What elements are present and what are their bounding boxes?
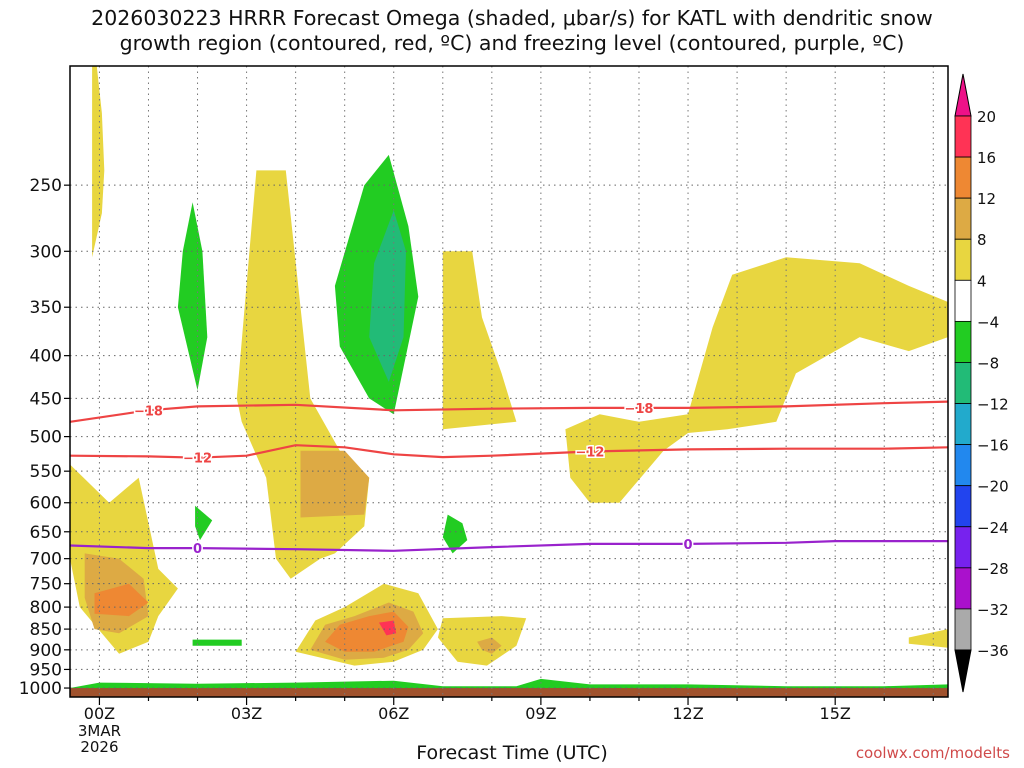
omega-region-neg8	[369, 210, 406, 382]
colorbar-label: −36	[977, 642, 1009, 660]
omega-region-neg4	[442, 514, 468, 554]
colorbar-label: 8	[977, 231, 987, 249]
x-tick-label: 00Z	[84, 704, 115, 723]
x-tick-label: 09Z	[525, 704, 556, 723]
freezing-level-label: 0	[684, 538, 693, 553]
omega-region-pos16	[379, 620, 397, 636]
isotherm-12-label: −12	[575, 446, 604, 461]
colorbar-label: −32	[977, 601, 1009, 619]
omega-region-pos12	[94, 583, 149, 617]
title-line-2: growth region (contoured, red, ºC) and f…	[119, 31, 905, 55]
colorbar-swatch	[954, 115, 972, 158]
colorbar: 20 16 12 8 4 −4 −8 −12 −16 −20 −24 −28 −32 −36	[954, 73, 1009, 693]
colorbar-swatch	[954, 362, 972, 404]
y-tick-label: 500	[30, 428, 62, 448]
y-tick-label: 900	[30, 641, 62, 661]
colorbar-label: 20	[977, 108, 996, 126]
colorbar-swatch	[954, 197, 972, 240]
colorbar-label: −20	[977, 478, 1009, 496]
omega-region-neg4	[177, 202, 208, 391]
plot-frame	[69, 65, 949, 698]
y-tick-label: 750	[30, 575, 62, 595]
colorbar-label: −12	[977, 396, 1009, 414]
y-tick-label: 450	[30, 389, 62, 409]
freezing-level-label: 0	[193, 542, 202, 557]
colorbar-swatch	[954, 279, 972, 322]
colorbar-label: −24	[977, 519, 1009, 537]
x-axis-label: Forecast Time (UTC)	[416, 742, 608, 764]
x-tick-label: 06Z	[378, 704, 409, 723]
y-tick-label: 300	[30, 242, 62, 262]
colorbar-label: 4	[977, 272, 987, 290]
colorbar-label: −4	[977, 313, 999, 331]
freezing-level-line	[70, 540, 948, 552]
date-label-day: 3MAR	[78, 722, 121, 740]
isotherm-18-label: −18	[624, 402, 653, 417]
y-tick-label: 550	[30, 462, 62, 482]
isotherm-12-line	[70, 444, 948, 459]
colorbar-swatch	[954, 320, 972, 363]
colorbar-label: 16	[977, 149, 996, 167]
colorbar-swatch	[954, 403, 972, 446]
y-tick-label: 350	[30, 298, 62, 318]
y-tick-label: 700	[30, 550, 62, 570]
y-tick-label: 1000	[19, 679, 62, 699]
y-tick-label: 650	[30, 523, 62, 543]
plot-area: −18 −18 −12 −12 0 0	[70, 66, 948, 697]
colorbar-swatch	[954, 567, 972, 610]
colorbar-label: −8	[977, 354, 999, 372]
colorbar-swatch	[954, 238, 972, 281]
colorbar-top-arrow	[954, 73, 972, 117]
colorbar-swatch	[954, 608, 972, 651]
isotherm-18-label: −18	[134, 404, 163, 419]
y-tick-label: 800	[30, 598, 62, 618]
x-tick-label: 03Z	[231, 704, 262, 723]
plot-background	[70, 66, 948, 697]
colorbar-swatch	[954, 526, 972, 569]
y-tick-label: 850	[30, 620, 62, 640]
credit-link[interactable]: coolwx.com/modelts	[855, 744, 1010, 762]
omega-region-pos4	[565, 257, 948, 503]
chart-title: 2026030223 HRRR Forecast Omega (shaded, …	[0, 6, 1024, 56]
y-tick-label: 600	[30, 494, 62, 514]
isotherm-12-label: −12	[183, 452, 212, 467]
y-tick-label: 400	[30, 347, 62, 367]
x-tick-label: 15Z	[820, 704, 851, 723]
colorbar-bottom-arrow	[954, 649, 972, 693]
colorbar-label: −16	[977, 437, 1009, 455]
isotherm-18-line	[70, 400, 948, 423]
ground-layer	[70, 688, 948, 697]
omega-region-pos4	[442, 251, 517, 430]
colorbar-swatch	[954, 156, 972, 199]
y-tick-label: 950	[30, 660, 62, 680]
x-tick-label: 12Z	[672, 704, 703, 723]
omega-region-pos4	[908, 629, 948, 648]
y-tick-label: 250	[30, 176, 62, 196]
colorbar-swatch	[954, 444, 972, 487]
title-line-1: 2026030223 HRRR Forecast Omega (shaded, …	[91, 6, 933, 30]
date-label-year: 2026	[80, 738, 118, 756]
colorbar-label: 12	[977, 190, 996, 208]
colorbar-label: −28	[977, 560, 1009, 578]
omega-region-pos4	[92, 66, 105, 258]
colorbar-swatch	[954, 485, 972, 528]
omega-region-neg4	[195, 505, 213, 541]
omega-region-pos8	[300, 450, 370, 518]
omega-region-neg4	[192, 639, 242, 646]
